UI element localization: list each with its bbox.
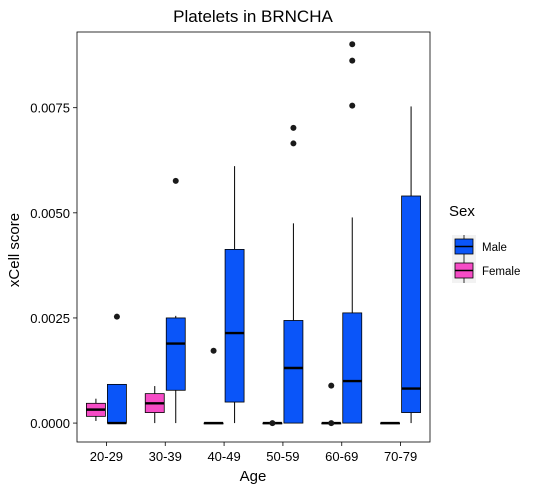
y-axis: 0.0000 0.0025 0.0050 0.0075 [30, 101, 77, 431]
female-box-70-79 [380, 421, 400, 425]
x-tick-label: 30-39 [149, 449, 182, 464]
x-tick-label: 50-59 [266, 449, 299, 464]
y-tick-label: 0.0025 [30, 311, 70, 326]
male-box-30-39 [165, 177, 186, 424]
outlier-point [290, 140, 297, 147]
female-box-60-69 [321, 382, 342, 427]
legend-label: Male [482, 242, 507, 254]
box [401, 195, 421, 413]
legend-label: Female [482, 266, 520, 278]
legend: Sex Male Female [449, 203, 520, 283]
x-tick-label: 70-79 [384, 449, 417, 464]
female-box-20-29 [86, 398, 106, 421]
box [107, 383, 127, 424]
box [342, 312, 363, 424]
female-box-50-59 [262, 420, 283, 427]
legend-entry-female: Female [452, 259, 520, 283]
legend-entry-male: Male [452, 235, 507, 259]
outlier-point [349, 57, 356, 64]
male-box-40-49 [224, 166, 245, 424]
legend-title: Sex [449, 203, 475, 220]
outlier-point [172, 177, 179, 184]
male-box-70-79 [401, 106, 421, 424]
outlier-point [290, 124, 297, 131]
x-axis-label: Age [240, 468, 267, 485]
male-box-50-59 [283, 124, 304, 424]
male-box-60-69 [342, 41, 363, 424]
outlier-point [349, 41, 356, 48]
outlier-point [210, 347, 217, 354]
x-tick-label: 60-69 [325, 449, 358, 464]
x-tick-label: 20-29 [90, 449, 123, 464]
x-tick-label: 40-49 [207, 449, 240, 464]
y-tick-label: 0.0050 [30, 206, 70, 221]
outlier-point [113, 313, 120, 320]
outlier-point [349, 102, 356, 109]
outlier-point [328, 382, 335, 389]
female-box-40-49 [203, 347, 224, 425]
x-axis: 20-29 30-39 40-49 50-59 60-69 70-79 [90, 442, 417, 464]
chart-title: Platelets in BRNCHA [173, 7, 333, 26]
plot-panel [76, 31, 431, 443]
box [224, 249, 245, 403]
y-axis-label: xCell score [6, 213, 23, 287]
outlier-point [328, 420, 335, 427]
outlier-point [269, 420, 276, 427]
box [165, 317, 186, 391]
box [283, 320, 304, 424]
boxplot-marks [86, 41, 421, 427]
y-tick-label: 0.0000 [30, 416, 70, 431]
y-tick-label: 0.0075 [30, 101, 70, 116]
male-box-20-29 [107, 313, 127, 425]
female-box-30-39 [144, 386, 165, 424]
